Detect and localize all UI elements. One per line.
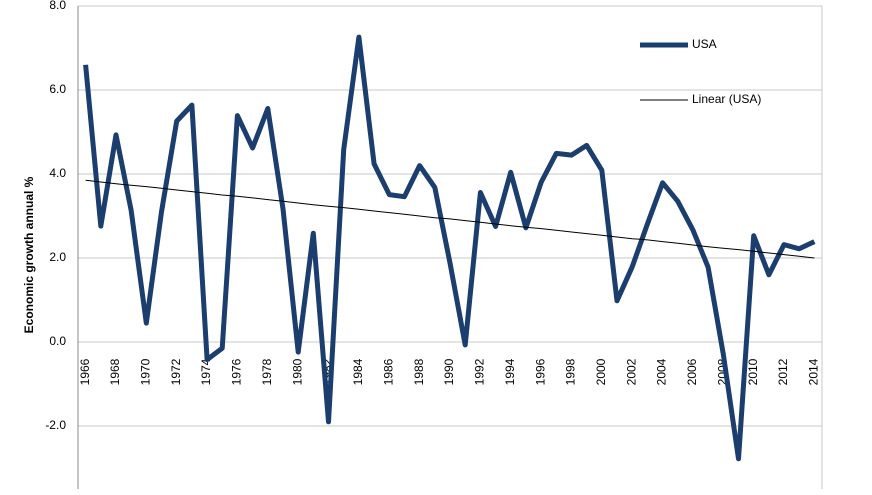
y-tick-label: 2.0 xyxy=(49,250,66,264)
y-tick-label: 6.0 xyxy=(49,82,66,96)
x-tick-label: 1986 xyxy=(381,358,395,385)
x-tick-label: 1990 xyxy=(442,358,456,385)
x-tick-label: 1980 xyxy=(290,358,304,385)
y-tick-label: -2.0 xyxy=(45,418,66,432)
legend-label: USA xyxy=(692,37,717,51)
y-tick-label: 8.0 xyxy=(49,0,66,12)
x-tick-label: 2012 xyxy=(776,358,790,385)
x-tick-label: 2006 xyxy=(685,358,699,385)
x-tick-label: 1988 xyxy=(412,358,426,385)
x-tick-label: 1996 xyxy=(533,358,547,385)
x-tick-label: 1994 xyxy=(503,358,517,385)
series-line xyxy=(85,179,815,259)
x-tick-label: 2002 xyxy=(624,358,638,385)
x-tick-label: 1976 xyxy=(230,358,244,385)
x-tick-label: 2000 xyxy=(594,358,608,385)
x-tick-label: 1974 xyxy=(199,358,213,385)
x-tick-label: 2014 xyxy=(807,358,821,385)
y-axis-label: Economic growth annual % xyxy=(22,176,36,333)
y-tick-label: 0.0 xyxy=(49,334,66,348)
x-tick-label: 1972 xyxy=(169,358,183,385)
x-tick-label: 1970 xyxy=(138,358,152,385)
x-tick-label: 1984 xyxy=(351,358,365,385)
x-tick-label: 1968 xyxy=(108,358,122,385)
x-tick-label: 2010 xyxy=(746,358,760,385)
x-tick-label: 1998 xyxy=(564,358,578,385)
y-tick-label: 4.0 xyxy=(49,166,66,180)
x-tick-label: 1992 xyxy=(473,358,487,385)
x-tick-label: 2004 xyxy=(655,358,669,385)
x-tick-label: 1978 xyxy=(260,358,274,385)
series-line xyxy=(83,34,816,462)
x-tick-label: 1966 xyxy=(78,358,92,385)
legend-label: Linear (USA) xyxy=(692,92,761,106)
